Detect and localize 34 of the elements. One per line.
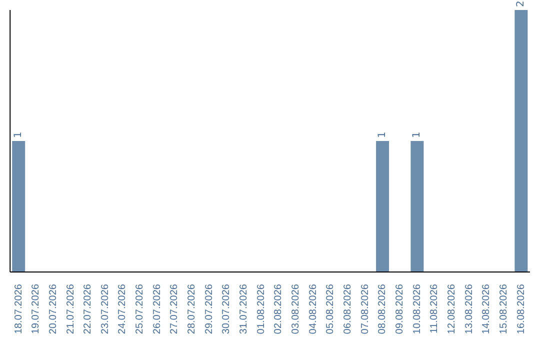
x-tick-label: 21.07.2026	[65, 284, 76, 334]
x-tick-label: 10.08.2026	[412, 284, 423, 334]
data-label: 1	[13, 132, 24, 138]
x-tick-label: 29.07.2026	[204, 284, 215, 334]
x-tick-label: 27.07.2026	[169, 284, 180, 334]
x-tick-label: 16.08.2026	[516, 284, 527, 334]
x-tick-label: 28.07.2026	[186, 284, 198, 334]
data-label: 1	[412, 132, 423, 138]
x-tick-label: 07.08.2026	[360, 284, 371, 334]
x-tick-label: 06.08.2026	[342, 284, 354, 334]
x-tick-label: 08.08.2026	[377, 284, 388, 334]
x-tick-label: 30.07.2026	[221, 284, 232, 334]
x-tick-label: 23.07.2026	[100, 284, 111, 334]
x-tick-label: 02.08.2026	[273, 284, 284, 334]
x-tick-label: 22.07.2026	[82, 284, 94, 334]
x-tick-label: 24.07.2026	[117, 284, 128, 334]
x-tick-label: 09.08.2026	[394, 284, 406, 334]
data-label: 2	[516, 0, 527, 7]
x-tick-label: 11.08.2026	[429, 284, 440, 334]
x-tick-label: 18.07.2026	[13, 284, 24, 334]
x-tick-label: 31.07.2026	[238, 284, 250, 334]
x-tick-label: 19.07.2026	[30, 284, 42, 334]
x-tick-label: 04.08.2026	[308, 284, 319, 334]
x-tick-label: 26.07.2026	[152, 284, 163, 334]
x-tick-label: 12.08.2026	[446, 284, 458, 334]
x-tick-label: 01.08.2026	[256, 284, 267, 334]
x-tick-label: 25.07.2026	[134, 284, 146, 334]
x-tick-label: 03.08.2026	[290, 284, 302, 334]
x-tick-label: 14.08.2026	[481, 284, 492, 334]
data-label: 1	[377, 132, 388, 138]
x-tick-label: 05.08.2026	[325, 284, 336, 334]
x-tick-label: 13.08.2026	[464, 284, 475, 334]
x-tick-label: 20.07.2026	[48, 284, 59, 334]
x-tick-label: 15.08.2026	[498, 284, 510, 334]
